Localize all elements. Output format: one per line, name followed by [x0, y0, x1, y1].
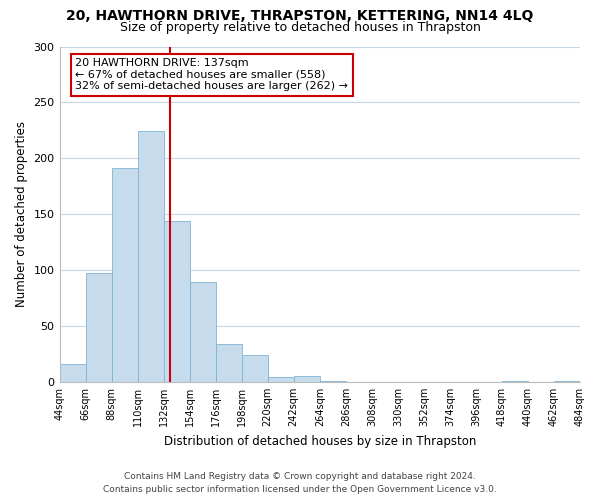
- Bar: [86, 274, 112, 382]
- Bar: [320, 381, 346, 382]
- X-axis label: Distribution of detached houses by size in Thrapston: Distribution of detached houses by size …: [164, 434, 476, 448]
- Bar: [59, 364, 86, 382]
- Bar: [112, 168, 137, 382]
- Text: Size of property relative to detached houses in Thrapston: Size of property relative to detached ho…: [119, 21, 481, 34]
- Bar: [294, 376, 320, 382]
- Bar: [137, 132, 164, 382]
- Bar: [215, 344, 242, 382]
- Bar: [164, 221, 190, 382]
- Text: 20, HAWTHORN DRIVE, THRAPSTON, KETTERING, NN14 4LQ: 20, HAWTHORN DRIVE, THRAPSTON, KETTERING…: [67, 9, 533, 23]
- Text: 20 HAWTHORN DRIVE: 137sqm
← 67% of detached houses are smaller (558)
32% of semi: 20 HAWTHORN DRIVE: 137sqm ← 67% of detac…: [75, 58, 348, 92]
- Text: Contains HM Land Registry data © Crown copyright and database right 2024.
Contai: Contains HM Land Registry data © Crown c…: [103, 472, 497, 494]
- Y-axis label: Number of detached properties: Number of detached properties: [15, 121, 28, 307]
- Bar: [502, 381, 528, 382]
- Bar: [190, 282, 215, 382]
- Bar: [268, 378, 294, 382]
- Bar: [242, 355, 268, 382]
- Bar: [554, 381, 580, 382]
